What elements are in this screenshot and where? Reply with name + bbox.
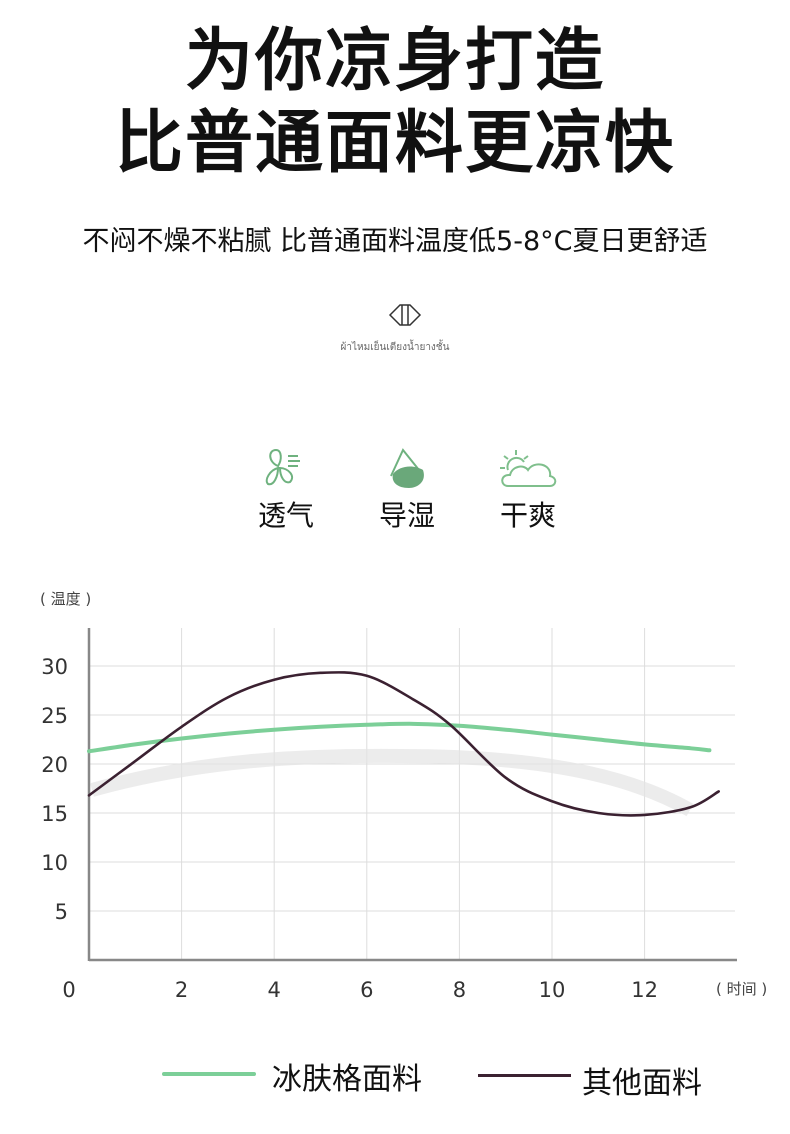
title-line-1: 为你凉身打造 bbox=[184, 22, 605, 101]
subtitle: 不闷不燥不粘腻 比普通面料温度低5-8°C夏日更舒适 bbox=[82, 226, 708, 257]
x-tick-label: 8 bbox=[453, 978, 466, 1002]
x-tick-label: 2 bbox=[175, 978, 188, 1002]
feature-label: 导湿 bbox=[378, 499, 435, 532]
y-axis-label: ( 温度 ) bbox=[40, 590, 92, 608]
y-tick-label: 10 bbox=[41, 851, 68, 875]
y-tick-label: 25 bbox=[41, 704, 68, 728]
y-tick-label: 15 bbox=[41, 802, 68, 826]
feature-moisture: 导湿 bbox=[357, 446, 457, 534]
legend-label-icy: 冰肤格面料 bbox=[272, 1062, 422, 1097]
water-drop-mountain-icon bbox=[390, 448, 424, 488]
x-tick-label: 0 bbox=[62, 978, 75, 1002]
x-tick-label: 10 bbox=[539, 978, 566, 1002]
feature-dry: 干爽 bbox=[478, 446, 578, 534]
series-line-other-fabric bbox=[87, 671, 720, 817]
y-tick-label: 30 bbox=[41, 655, 68, 679]
x-tick-label: 6 bbox=[360, 978, 373, 1002]
x-axis-label: ( 时间 ) bbox=[716, 980, 768, 998]
diamond-emblem-icon bbox=[388, 304, 422, 326]
y-tick-label: 20 bbox=[41, 753, 68, 777]
shadow-band bbox=[90, 748, 694, 817]
feature-breathable: 透气 bbox=[236, 446, 336, 534]
feature-label: 透气 bbox=[257, 499, 314, 532]
x-tick-label: 4 bbox=[268, 978, 281, 1002]
fan-breeze-icon bbox=[265, 448, 300, 486]
sun-cloud-icon bbox=[500, 450, 557, 487]
series-line-icy-fabric bbox=[87, 721, 712, 754]
thai-caption: ผ้าไหมเย็นเตียงน้ำยางชั้น bbox=[340, 342, 450, 353]
title-line-2: 比普通面料更凉快 bbox=[114, 104, 675, 183]
legend-label-other: 其他面料 bbox=[582, 1066, 702, 1101]
x-tick-label: 12 bbox=[631, 978, 658, 1002]
feature-label: 干爽 bbox=[499, 499, 556, 532]
legend-swatch-dark bbox=[478, 1074, 571, 1077]
y-tick-label: 5 bbox=[55, 900, 68, 924]
legend-swatch-green bbox=[162, 1072, 256, 1076]
